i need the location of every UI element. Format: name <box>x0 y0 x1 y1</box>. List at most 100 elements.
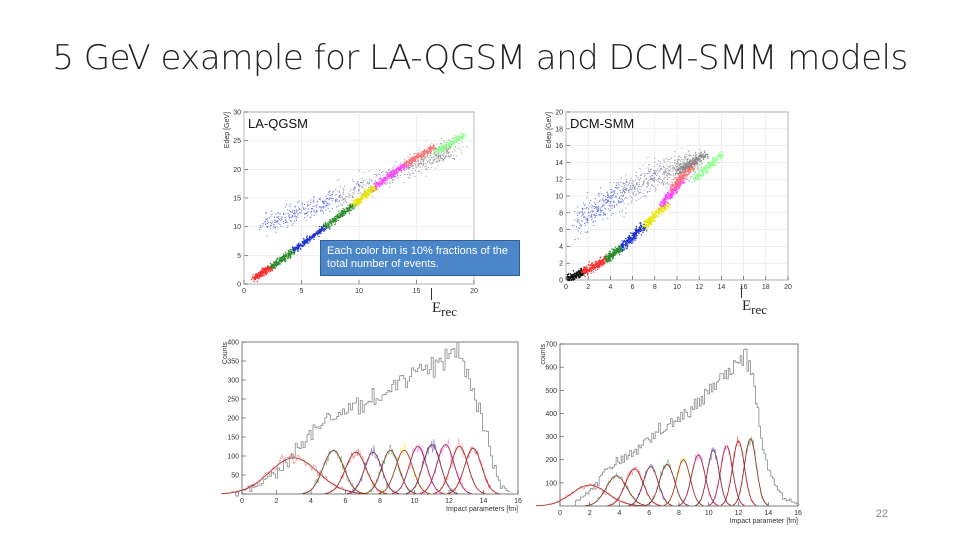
bin-point <box>584 268 586 270</box>
bin-point <box>307 239 310 241</box>
bin-point <box>293 251 295 253</box>
bin-point <box>297 246 299 249</box>
scatter-point <box>602 195 604 197</box>
bin-point <box>590 270 593 272</box>
scatter-point <box>677 164 679 166</box>
bin-point <box>691 160 694 162</box>
scatter-point <box>370 186 372 188</box>
scatter-point <box>425 156 427 158</box>
bin-point <box>587 269 589 271</box>
scatter-point <box>331 197 333 199</box>
bin-point <box>366 189 368 191</box>
bin-point <box>376 185 378 187</box>
scatter-point <box>574 219 576 221</box>
bin-point <box>289 255 292 257</box>
scatter-point <box>432 156 434 158</box>
bin-point <box>436 154 438 157</box>
scatter-point <box>378 173 380 175</box>
bin-point <box>386 179 388 181</box>
bin-point <box>372 187 374 189</box>
bin-point <box>612 249 614 252</box>
scatter-point <box>670 174 672 176</box>
scatter-point <box>376 188 378 190</box>
bin-point <box>440 147 442 149</box>
bin-point <box>598 266 600 268</box>
bin-point <box>635 232 637 235</box>
bin-point <box>366 192 368 194</box>
bin-point <box>292 247 295 249</box>
bin-point <box>611 253 613 255</box>
bin-point <box>379 182 381 184</box>
bin-point <box>388 173 390 175</box>
scatter-point <box>281 218 283 220</box>
scatter-point <box>294 215 296 217</box>
scatter-point <box>356 180 358 182</box>
bin-point <box>670 189 672 191</box>
scatter-point <box>420 161 422 163</box>
scatter-point <box>694 154 696 156</box>
scatter-point <box>604 214 606 216</box>
bin-point <box>596 268 599 271</box>
bin-point <box>437 146 440 148</box>
scatter-point <box>266 226 268 228</box>
bin-point <box>383 178 386 181</box>
bin-point <box>594 265 596 267</box>
bin-point <box>277 263 279 266</box>
scatter-point <box>661 180 663 182</box>
scatter-point <box>586 222 588 224</box>
bin-point <box>595 267 597 269</box>
scatter-point <box>283 212 285 214</box>
bin-point <box>321 228 323 230</box>
scatter-point <box>610 202 612 204</box>
bin-point <box>721 151 723 153</box>
scatter-point <box>421 158 423 160</box>
scatter-point <box>584 204 586 206</box>
scatter-point <box>588 212 590 214</box>
bin-point <box>648 221 651 223</box>
bin-point <box>604 257 606 260</box>
bin-point <box>644 226 646 228</box>
bin-point <box>342 212 344 215</box>
scatter-point <box>362 187 364 189</box>
scatter-point <box>606 195 608 197</box>
bin-point <box>618 248 620 250</box>
y-tick-label: 18 <box>555 126 563 133</box>
bin-point <box>664 201 667 203</box>
scatter-point <box>283 213 285 215</box>
scatter-point <box>441 154 443 156</box>
scatter-point <box>288 215 290 217</box>
bin-point <box>340 213 343 216</box>
bin-point <box>383 178 385 180</box>
scatter-point <box>435 156 437 158</box>
y-tick-label: 10 <box>233 224 241 231</box>
bin-point <box>289 254 291 257</box>
bin-point <box>254 273 257 275</box>
scatter-point <box>287 209 289 211</box>
scatter-point <box>647 181 649 183</box>
scatter-point <box>268 221 270 223</box>
bin-point <box>456 142 458 144</box>
scatter-point <box>667 173 669 175</box>
bin-point <box>348 208 350 210</box>
bin-point <box>637 230 639 232</box>
bin-point <box>609 251 611 253</box>
scatter-point <box>285 213 287 215</box>
bin-point <box>256 281 258 283</box>
bin-point <box>672 189 674 191</box>
scatter-point <box>329 204 331 206</box>
bin-point <box>397 168 399 170</box>
bin-point <box>361 198 363 201</box>
scatter-point <box>631 185 633 187</box>
scatter-point <box>434 155 436 157</box>
bin-point <box>319 229 321 231</box>
scatter-point <box>602 204 604 206</box>
bin-point <box>401 164 403 166</box>
scatter-point <box>425 165 427 167</box>
bin-point <box>429 150 431 153</box>
bin-point <box>607 256 610 259</box>
scatter-point <box>312 200 314 202</box>
bin-point <box>271 268 273 270</box>
scatter-point <box>673 168 675 170</box>
scatter-point <box>386 182 388 184</box>
scatter-point <box>585 208 587 210</box>
